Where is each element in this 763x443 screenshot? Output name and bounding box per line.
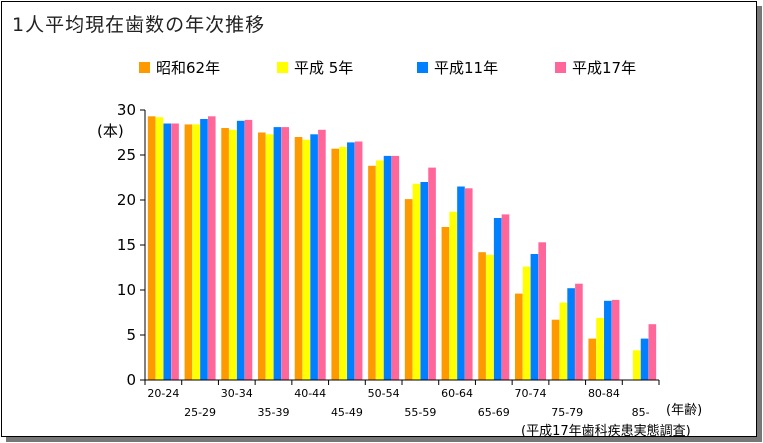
y-tick-label: 20 <box>117 191 136 209</box>
bar-平成17年-20-24 <box>171 123 179 380</box>
bar-平成11年-25-29 <box>200 119 208 380</box>
chart-title: 1人平均現在歯数の年次推移 <box>12 14 265 36</box>
x-axis-label: (年齢) <box>666 403 702 418</box>
legend-swatch <box>277 62 288 73</box>
bar-昭和62年-75-79 <box>551 319 560 380</box>
bar-昭和62年-40-44 <box>294 137 303 380</box>
legend-label: 平成11年 <box>434 59 498 77</box>
bar-平成17年-30-34 <box>244 119 253 381</box>
bar-平成11年-45-49 <box>347 142 355 380</box>
legend-label: 平成17年 <box>572 59 636 77</box>
bar-平成17年-35-39 <box>281 127 289 380</box>
x-tick-label: 55-59 <box>404 406 436 419</box>
bar-平成11年-80-84 <box>604 300 612 380</box>
x-tick-label: 70-74 <box>515 387 547 400</box>
x-tick-label: 65-69 <box>478 406 510 419</box>
bar-平成5年-55-59 <box>412 183 421 380</box>
bar-平成17年-50-54 <box>391 155 400 380</box>
bar-平成5年-80-84 <box>596 317 604 380</box>
y-axis: 0 5 10 15 20 25 30 <box>117 101 146 389</box>
bar-平成5年-40-44 <box>302 139 311 380</box>
x-axis: 20-24 25-29 30-34 35-39 40-44 45-49 50-54 55-59… <box>144 379 660 419</box>
source-note: (平成17年歯科疾患実態調査) <box>521 423 691 436</box>
bar-平成11年-75-79 <box>567 288 575 380</box>
y-tick-label: 5 <box>126 326 136 344</box>
x-tick-label: 45-49 <box>331 406 363 419</box>
legend-label: 昭和62年 <box>156 59 220 77</box>
chart-frame: 1人平均現在歯数の年次推移 昭和62年 平成 5年 平成11年 平成17年 (本) 0… <box>1 1 757 437</box>
x-tick-label: 40-44 <box>294 387 326 400</box>
bar-平成11年-60-64 <box>457 186 465 380</box>
legend-swatch <box>139 62 150 73</box>
bar-平成5年-85- <box>632 350 641 380</box>
bar-昭和62年-55-59 <box>404 199 413 380</box>
bar-平成11年-30-34 <box>236 120 245 381</box>
bar-昭和62年-80-84 <box>588 338 597 380</box>
bar-昭和62年-20-24 <box>147 116 156 381</box>
legend-label: 平成 5年 <box>294 59 353 77</box>
bar-平成17年-55-59 <box>428 167 436 380</box>
x-tick-label: 20-24 <box>147 387 179 400</box>
bar-平成11年-20-24 <box>163 123 172 380</box>
y-tick-label: 25 <box>117 146 136 164</box>
bar-昭和62年-25-29 <box>184 124 193 381</box>
x-tick-label: 60-64 <box>441 387 473 400</box>
bar-平成11年-70-74 <box>530 254 539 380</box>
bar-平成5年-65-69 <box>486 254 494 380</box>
y-tick-label: 15 <box>117 236 136 254</box>
y-tick-label: 0 <box>126 371 136 389</box>
bar-平成17年-25-29 <box>207 116 216 381</box>
bar-平成17年-65-69 <box>501 214 510 380</box>
bar-平成11年-65-69 <box>493 218 502 380</box>
bar-平成11年-40-44 <box>310 134 318 380</box>
legend-swatch <box>417 62 428 73</box>
bar-平成17年-60-64 <box>464 188 473 380</box>
bar-平成17年-80-84 <box>611 299 620 380</box>
x-tick-label: 25-29 <box>184 406 216 419</box>
bar-平成11年-50-54 <box>383 155 392 380</box>
bar-平成5年-20-24 <box>155 117 164 380</box>
bar-平成5年-45-49 <box>339 146 347 380</box>
bar-昭和62年-30-34 <box>221 128 229 380</box>
bar-平成5年-30-34 <box>229 129 237 380</box>
bars <box>147 116 657 381</box>
legend-swatch <box>555 62 566 73</box>
bar-昭和62年-60-64 <box>441 227 450 380</box>
bar-平成17年-70-74 <box>538 242 546 380</box>
x-tick-label: 75-79 <box>551 406 583 419</box>
bar-平成17年-45-49 <box>354 141 363 380</box>
bar-平成17年-40-44 <box>318 129 326 380</box>
x-tick-label: 80-84 <box>588 387 620 400</box>
bar-chart: 1人平均現在歯数の年次推移 昭和62年 平成 5年 平成11年 平成17年 (本) 0… <box>12 14 702 436</box>
x-tick-label: 85- <box>632 406 650 419</box>
bar-平成11年-55-59 <box>420 182 429 380</box>
x-tick-label: 30-34 <box>221 387 253 400</box>
legend: 昭和62年 平成 5年 平成11年 平成17年 <box>139 59 636 77</box>
bar-平成5年-35-39 <box>265 134 274 380</box>
y-tick-label: 30 <box>117 101 136 119</box>
bar-昭和62年-50-54 <box>368 165 376 380</box>
bar-平成5年-75-79 <box>559 302 568 380</box>
bar-平成5年-25-29 <box>192 124 200 381</box>
x-tick-label: 35-39 <box>258 406 290 419</box>
bar-平成17年-85- <box>648 324 657 380</box>
y-tick-label: 10 <box>117 281 136 299</box>
y-axis-label: (本) <box>97 122 124 140</box>
bar-平成5年-60-64 <box>449 211 457 380</box>
bar-平成5年-50-54 <box>375 160 384 380</box>
bar-昭和62年-35-39 <box>258 132 266 380</box>
bar-昭和62年-70-74 <box>515 293 523 380</box>
bar-平成5年-70-74 <box>522 266 531 380</box>
bar-昭和62年-45-49 <box>331 148 340 380</box>
bar-平成11年-35-39 <box>273 127 282 380</box>
x-tick-label: 50-54 <box>368 387 400 400</box>
bar-平成11年-85- <box>640 338 649 380</box>
bar-平成17年-75-79 <box>575 283 583 380</box>
bar-昭和62年-65-69 <box>478 252 486 380</box>
